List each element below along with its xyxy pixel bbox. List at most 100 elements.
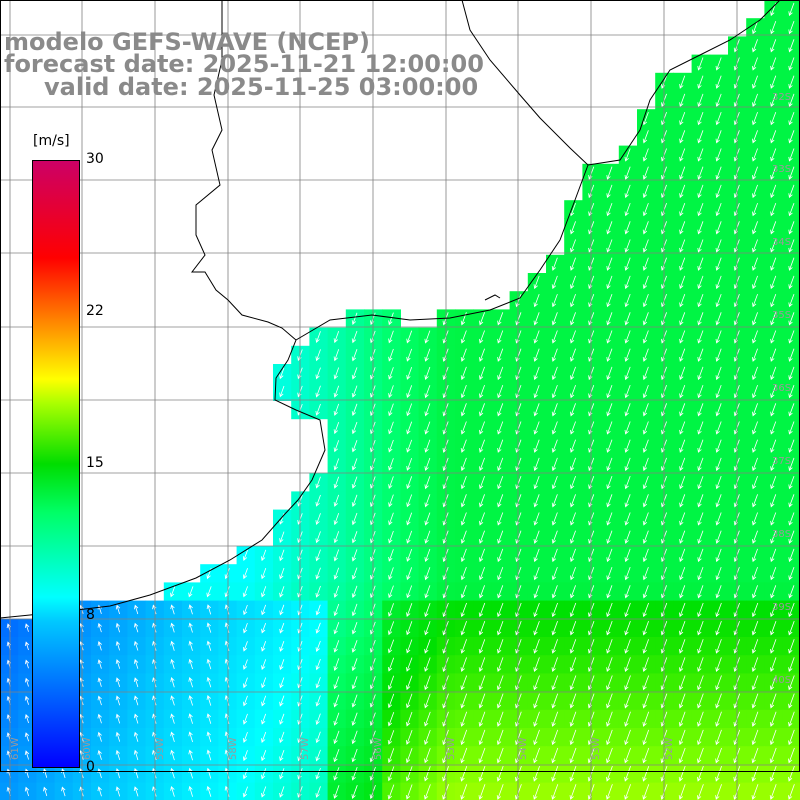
longitude-labels: 61W 60W 59W 58W 57W 56W 55W 54W 53W 52W <box>10 737 675 760</box>
wind-vector-arrow <box>424 366 431 380</box>
lon-label: 57W <box>300 737 311 760</box>
wind-vector-arrow <box>133 677 139 688</box>
wind-vector-arrow <box>497 620 504 636</box>
wind-vector-arrow <box>478 620 486 636</box>
wind-vector-arrow <box>770 457 777 472</box>
wind-vector-arrow <box>679 494 686 508</box>
wind-vector-arrow <box>679 221 686 235</box>
wind-vector-arrow <box>351 585 358 598</box>
wind-vector-arrow <box>770 494 777 508</box>
wind-vector-arrow <box>606 439 613 453</box>
wind-vector-arrow <box>606 221 613 235</box>
wind-vector-arrow <box>97 641 102 651</box>
wind-vector-arrow <box>769 765 777 782</box>
wind-vector-arrow <box>679 148 686 162</box>
wind-vector-arrow <box>624 148 631 162</box>
wind-vector-arrow <box>752 202 758 217</box>
wind-vector-arrow <box>679 275 686 290</box>
wind-vector-arrow <box>679 439 686 453</box>
wind-vector-arrow <box>551 765 559 782</box>
wind-vector-arrow <box>551 475 558 490</box>
wind-cell <box>782 782 800 800</box>
wind-vector-arrow <box>788 148 795 162</box>
wind-vector-arrow <box>115 604 121 615</box>
wind-vector-arrow <box>261 731 267 743</box>
wind-vector-arrow <box>460 512 467 526</box>
wind-vector-arrow <box>479 384 485 399</box>
wind-vector-arrow <box>551 275 558 290</box>
wind-vector-arrow <box>424 457 431 471</box>
wind-vector-arrow <box>715 275 722 290</box>
wind-vector-arrow <box>242 677 248 689</box>
wind-vector-arrow <box>515 384 522 399</box>
wind-vector-arrow <box>479 457 485 472</box>
wind-vector-arrow <box>478 784 486 800</box>
wind-vector-arrow <box>788 184 795 199</box>
wind-vector-arrow <box>515 548 522 563</box>
wind-vector-arrow <box>496 765 504 782</box>
wind-vector-arrow <box>406 603 413 617</box>
wind-vector-arrow <box>478 693 486 709</box>
wind-vector-arrow <box>752 39 758 53</box>
wind-vector-arrow <box>388 367 394 380</box>
wind-vector-arrow <box>606 512 613 526</box>
wind-vector-arrow <box>496 693 504 709</box>
wind-vector-arrow <box>752 585 758 599</box>
wind-vector-arrow <box>170 695 175 706</box>
wind-vector-arrow <box>515 421 522 435</box>
wind-vector-arrow <box>533 657 540 672</box>
wind-vector-arrow <box>460 602 467 618</box>
wind-vector-arrow <box>460 639 467 654</box>
wind-vector-arrow <box>551 711 559 727</box>
wind-vector-arrow <box>315 403 321 416</box>
wind-vector-arrow <box>515 403 522 417</box>
wind-vector-arrow <box>715 111 722 126</box>
wind-vector-arrow <box>478 639 486 654</box>
wind-vector-arrow <box>333 367 340 380</box>
wind-vector-arrow <box>242 549 248 561</box>
wind-vector-arrow <box>788 366 795 381</box>
wind-vector-arrow <box>479 512 485 526</box>
wind-vector-arrow <box>533 330 540 344</box>
wind-vector-arrow <box>424 693 431 709</box>
wind-vector-arrow <box>697 111 704 126</box>
wind-vector-arrow <box>405 729 413 745</box>
wind-vector-arrow <box>279 586 285 598</box>
wind-vector-arrow <box>478 675 486 691</box>
wind-vector-arrow <box>788 202 795 217</box>
wind-vector-arrow <box>715 675 722 691</box>
wind-vector-arrow <box>242 586 248 598</box>
lon-label: 52W <box>664 737 675 760</box>
wind-vector-arrow <box>315 567 321 580</box>
wind-vector-arrow <box>333 622 340 635</box>
wind-vector-arrow <box>752 384 758 399</box>
wind-vector-arrow <box>624 512 631 526</box>
wind-vector-arrow <box>788 711 795 727</box>
wind-vector-arrow <box>533 675 540 691</box>
wind-vector-arrow <box>752 239 758 253</box>
wind-vector-arrow <box>752 166 758 180</box>
wind-vector-arrow <box>570 548 576 563</box>
wind-vector-arrow <box>497 566 504 581</box>
wind-vector-arrow <box>406 585 413 599</box>
title-model: modelo GEFS-WAVE (NCEP) <box>4 28 370 56</box>
wind-vector-arrow <box>406 476 413 490</box>
wind-vector-arrow <box>188 604 193 615</box>
wind-vector-arrow <box>333 694 340 708</box>
wind-vector-arrow <box>315 513 321 525</box>
lat-label: 37S <box>772 456 791 467</box>
wind-vector-arrow <box>424 766 431 782</box>
wind-vector-arrow <box>551 675 559 691</box>
wind-vector-arrow <box>406 385 413 399</box>
wind-vector-arrow <box>606 657 613 672</box>
wind-cell <box>163 782 183 800</box>
wind-vector-arrow <box>351 349 358 362</box>
wind-vector-arrow <box>170 713 175 724</box>
lon-label: 54W <box>518 737 529 760</box>
wind-vector-arrow <box>679 93 686 108</box>
wind-vector-arrow <box>351 676 358 690</box>
wind-vector-arrow <box>697 366 704 381</box>
wind-vector-arrow <box>315 658 321 671</box>
wind-vector-arrow <box>387 748 395 764</box>
